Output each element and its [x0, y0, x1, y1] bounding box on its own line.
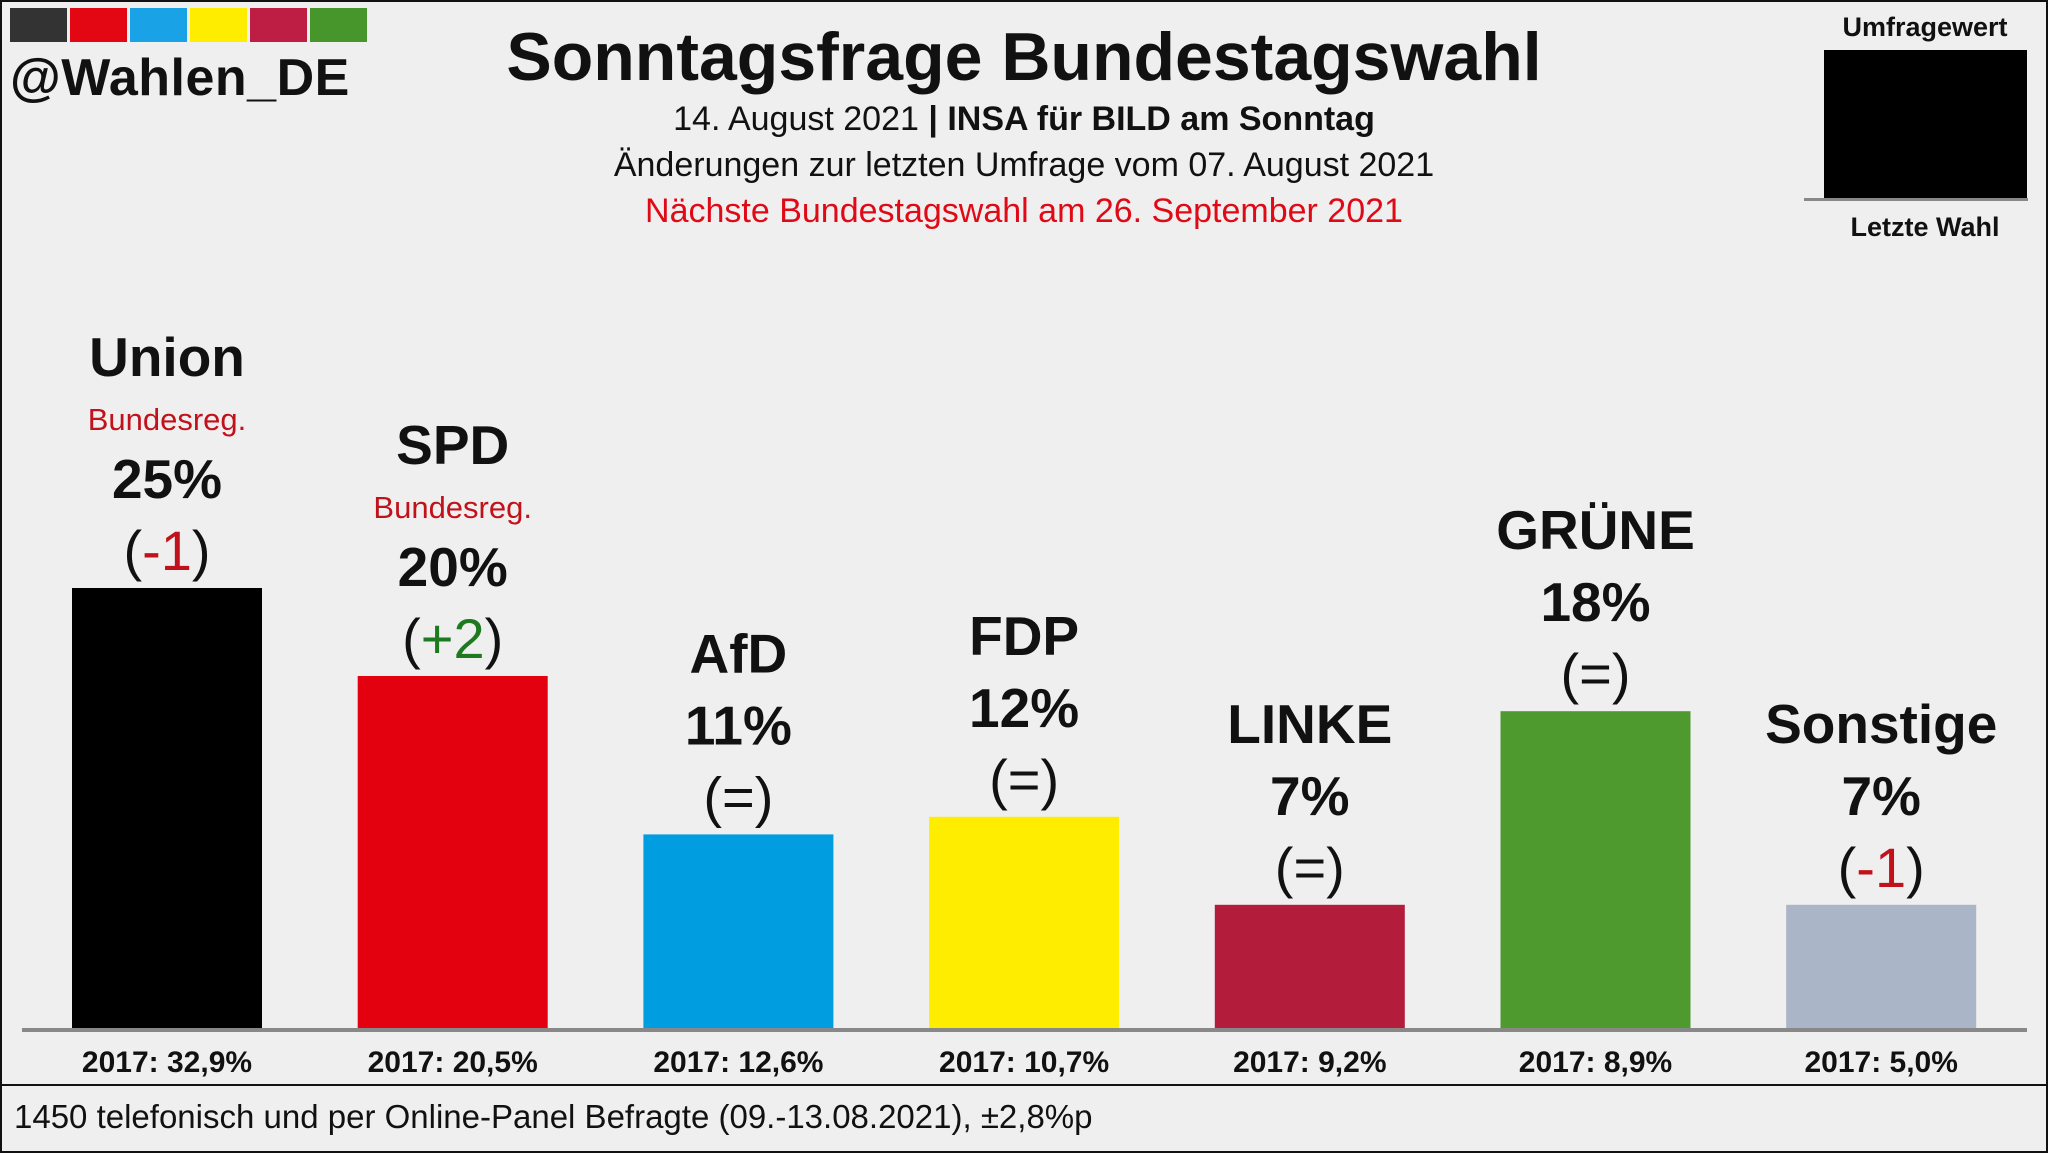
previous-election-label: 2017: 5,0% [1804, 1046, 1957, 1079]
previous-election-label: 2017: 12,6% [653, 1046, 823, 1079]
poll-info: 14. August 2021 | INSA für BILD am Sonnt… [0, 100, 2048, 139]
previous-election-label: 2017: 8,9% [1519, 1046, 1672, 1079]
changes-note: Änderungen zur letzten Umfrage vom 07. A… [613, 146, 1435, 184]
bar-fdp [929, 816, 1120, 1028]
change-label: (-1) [123, 519, 210, 582]
party-name: LINKE [1227, 693, 1392, 755]
bar-linke [1214, 904, 1405, 1028]
next-election-note: Nächste Bundestagswahl am 26. September … [645, 192, 1403, 230]
chart-title: Sonntagsfrage Bundestagswahl [506, 19, 1542, 95]
value-label: 7% [1270, 765, 1350, 827]
methodology-note: 1450 telefonisch und per Online-Panel Be… [14, 1098, 1093, 1135]
government-tag: Bundesreg. [88, 402, 247, 437]
change-label: (=) [703, 765, 773, 828]
legend-baseline [1804, 198, 2028, 201]
change-label: (=) [1275, 836, 1345, 899]
logo-swatch [250, 8, 307, 42]
party-color-logo [10, 8, 367, 42]
value-label: 18% [1540, 571, 1650, 633]
separator: | [928, 100, 938, 138]
previous-election-label: 2017: 10,7% [939, 1046, 1109, 1079]
party-name: Sonstige [1765, 693, 1997, 755]
value-label: 20% [398, 536, 508, 598]
party-name: FDP [969, 605, 1079, 667]
account-handle: @Wahlen_DE [10, 49, 350, 107]
logo-swatch [70, 8, 127, 42]
value-label: 25% [112, 448, 222, 510]
legend-bar-swatch [1824, 50, 2027, 198]
previous-election-label: 2017: 9,2% [1233, 1046, 1386, 1079]
poll-source: INSA für BILD am Sonntag [947, 100, 1375, 138]
party-name: AfD [690, 622, 788, 684]
bar-afd [643, 834, 834, 1028]
footer-divider [0, 1084, 2048, 1086]
x-axis-baseline [22, 1028, 2027, 1032]
value-label: 11% [685, 694, 792, 756]
logo-swatch [190, 8, 247, 42]
value-label: 7% [1841, 765, 1921, 827]
legend-poll-label: Umfragewert [1842, 12, 2008, 42]
previous-election-label: 2017: 20,5% [368, 1046, 538, 1079]
change-label: (-1) [1838, 836, 1925, 899]
change-label: (=) [989, 748, 1059, 811]
party-name: SPD [396, 414, 509, 476]
logo-swatch [10, 8, 67, 42]
legend-last-election-label: Letzte Wahl [1850, 212, 2000, 242]
bar-sonstige [1786, 904, 1977, 1028]
bar-grüne [1500, 711, 1691, 1028]
government-tag: Bundesreg. [373, 490, 532, 525]
change-label: (+2) [402, 607, 503, 670]
poll-date: 14. August 2021 [673, 100, 919, 138]
bar-union [72, 588, 262, 1028]
previous-election-label: 2017: 32,9% [82, 1046, 252, 1079]
bar-spd [357, 676, 548, 1028]
logo-swatch [130, 8, 187, 42]
logo-swatch [310, 8, 367, 42]
party-name: Union [89, 326, 245, 388]
party-name: GRÜNE [1496, 499, 1695, 561]
value-label: 12% [969, 677, 1079, 739]
change-label: (=) [1560, 642, 1630, 705]
